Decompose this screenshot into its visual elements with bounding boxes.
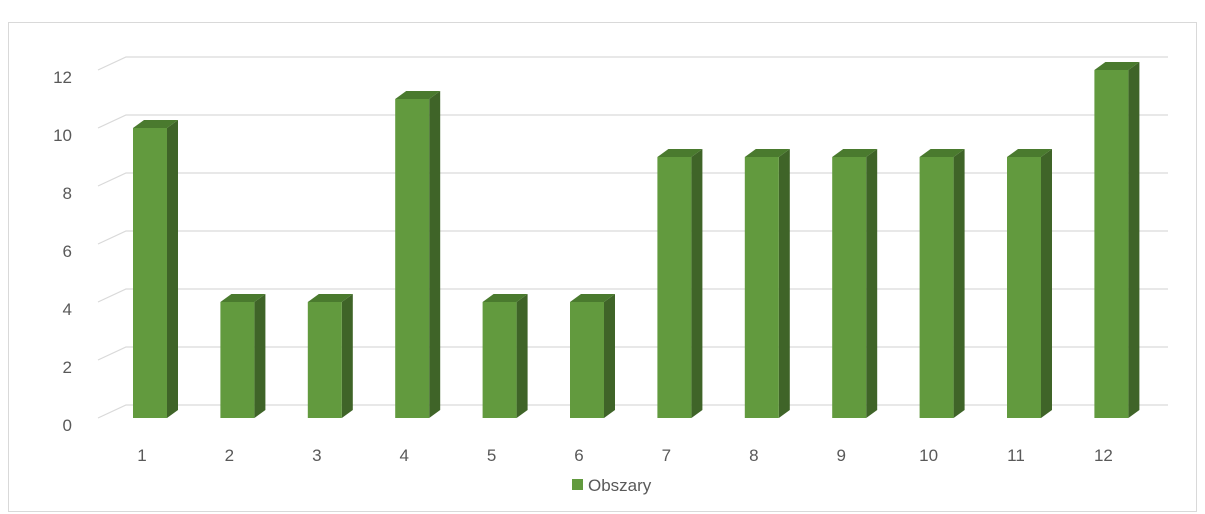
bar-side [953,149,965,418]
x-tick-label: 1 [137,446,146,465]
bar-top [395,91,441,99]
bar-front [744,157,779,418]
x-tick-label: 3 [312,446,321,465]
gridline [97,172,1168,187]
chart-area [8,22,1197,512]
bar-front [657,157,692,418]
bar [832,149,878,418]
bar-side [1041,149,1052,418]
bar-front [1094,70,1129,418]
bar-front [220,302,255,418]
bar-front [307,302,342,418]
x-tick-label: 12 [1094,446,1113,465]
gridline [97,346,1168,361]
bar [482,294,528,418]
bar-side [516,294,528,418]
x-tick-label: 6 [574,446,583,465]
y-tick-label: 8 [63,184,72,203]
gridline [97,288,1168,303]
y-tick-label: 12 [53,68,72,87]
gridline [97,114,1168,129]
bar [657,149,703,418]
y-tick-label: 4 [63,300,72,319]
bar [570,294,615,418]
x-tick-label: 9 [836,446,845,465]
gridlines [97,56,1168,419]
x-tick-label: 10 [919,446,938,465]
gridline [97,404,1168,419]
bar-top [744,149,790,157]
bar-side [1128,62,1140,418]
legend-label: Obszary [588,476,652,495]
bar-top [220,294,266,302]
bar-side [691,149,703,418]
bar [133,120,178,418]
gridline [97,56,1168,71]
bar-front [919,157,954,418]
bar-side [167,120,178,418]
bar [919,149,965,418]
bar-side [604,294,615,418]
bar-side [429,91,441,418]
bar-side [341,294,353,418]
bar-side [866,149,878,418]
bar-front [570,302,604,418]
legend-swatch [572,479,583,490]
x-tick-label: 5 [487,446,496,465]
x-tick-label: 8 [749,446,758,465]
bar-front [482,302,517,418]
bar [395,91,441,418]
x-tick-label: 2 [225,446,234,465]
bar-front [395,99,430,418]
bar-top [657,149,703,157]
x-tick-label: 11 [1007,446,1025,465]
bar [744,149,790,418]
y-tick-label: 0 [63,416,72,435]
bar-front [133,128,167,418]
bar-side [778,149,790,418]
y-axis-tick-labels: 0 2 4 6 8 10 12 [53,68,72,435]
bar-top [832,149,878,157]
y-tick-label: 10 [53,126,72,145]
bars [133,62,1140,418]
bar [1007,149,1052,418]
bar-top [1094,62,1140,70]
bar-top [1007,149,1052,157]
bar [1094,62,1140,418]
bar-top [133,120,178,128]
x-tick-label: 4 [399,446,408,465]
bar [307,294,353,418]
bar-front [1007,157,1041,418]
y-tick-label: 6 [63,242,72,261]
legend: Obszary [572,476,652,495]
bar-top [482,294,528,302]
bar-top [570,294,615,302]
gridline [97,230,1168,245]
x-axis-tick-labels: 1 2 3 4 5 6 7 8 9 10 11 12 [137,446,1113,465]
bar-side [254,294,266,418]
bar-top [919,149,965,157]
bar-front [832,157,867,418]
bar-top [307,294,353,302]
x-tick-label: 7 [662,446,671,465]
bar [220,294,266,418]
y-tick-label: 2 [63,358,72,377]
